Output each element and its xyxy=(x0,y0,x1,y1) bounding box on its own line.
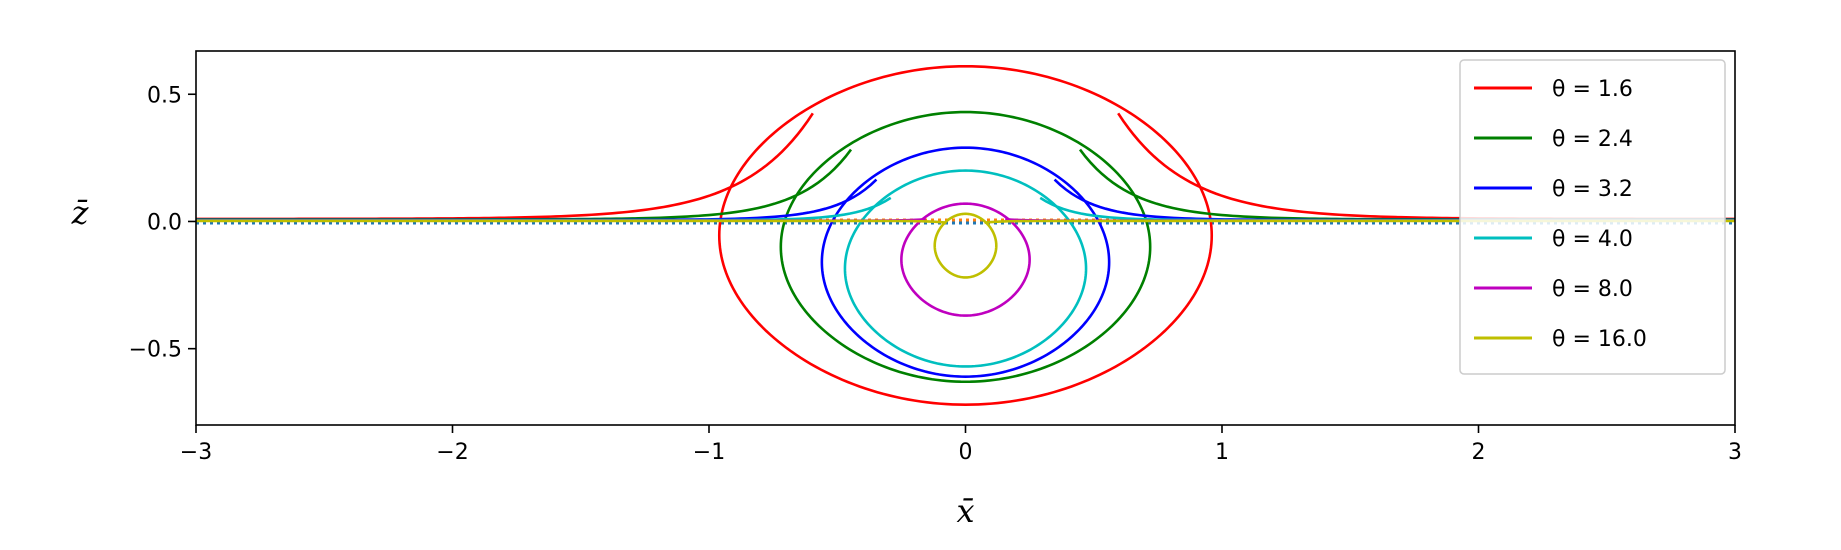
x-tick-label: −1 xyxy=(693,440,725,465)
series-loop xyxy=(717,64,1214,406)
x-axis-label: x̄ xyxy=(956,492,974,530)
legend-entry: θ = 16.0 xyxy=(1552,327,1647,352)
x-tick-label: 2 xyxy=(1472,440,1486,465)
y-tick-label: 0.0 xyxy=(147,210,182,235)
series-loop xyxy=(843,169,1088,368)
series-loop xyxy=(933,212,998,279)
series-loop xyxy=(820,146,1111,378)
y-tick-label: −0.5 xyxy=(129,338,182,363)
x-tick-label: −3 xyxy=(180,440,212,465)
x-tick-label: −2 xyxy=(436,440,468,465)
legend-entry: θ = 8.0 xyxy=(1552,277,1633,302)
x-tick-label: 0 xyxy=(959,440,973,465)
series-loop xyxy=(900,202,1031,317)
series-tail-left xyxy=(196,219,947,224)
series-loop xyxy=(779,110,1152,384)
x-tick-label: 1 xyxy=(1215,440,1229,465)
y-tick-label: 0.5 xyxy=(147,83,182,108)
legend-entry: θ = 3.2 xyxy=(1552,177,1633,202)
y-axis-label: z̄ xyxy=(71,193,90,231)
series-tail-left xyxy=(196,148,853,221)
legend-entry: θ = 2.4 xyxy=(1552,127,1633,152)
legend-entry: θ = 1.6 xyxy=(1552,77,1633,102)
axes: −3 −2 −1 0 1 2 3 0.5 0.0 −0.5 x̄ z̄ xyxy=(71,50,1742,530)
legend: θ = 1.6 θ = 2.4 θ = 3.2 θ = 4.0 θ = 8.0 θ = 1… xyxy=(1459,59,1726,375)
x-tick-label: 3 xyxy=(1728,440,1742,465)
series-tail-left xyxy=(196,112,814,221)
series-tail-left xyxy=(196,178,878,222)
legend-entry: θ = 4.0 xyxy=(1552,227,1633,252)
